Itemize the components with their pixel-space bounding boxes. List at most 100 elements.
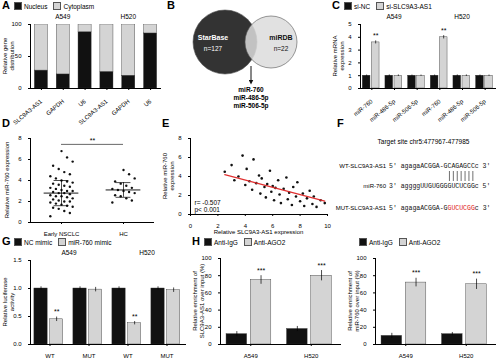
svg-text:3: 3 [348,47,352,53]
svg-text:WT: WT [45,353,55,358]
svg-text:Target site chr5:477967-477985: Target site chr5:477967-477985 [378,138,470,146]
svg-text:6: 6 [271,223,275,229]
svg-text:H520: H520 [304,353,319,358]
svg-text:Relative luciferaseactivity: Relative luciferaseactivity [2,277,15,327]
svg-text:Early NSCLC: Early NSCLC [44,231,80,237]
html-text:Cytoplasm: Cytoplasm [63,2,95,10]
svg-text:***: *** [317,262,325,269]
svg-text:miR-486-5p: miR-486-5p [233,94,268,102]
svg-text:80: 80 [205,273,212,279]
svg-text:6: 6 [18,156,22,162]
svg-text:StarBase: StarBase [198,34,228,41]
svg-text:miR-506-5p: miR-506-5p [233,102,268,110]
svg-text:Relative mRNAexpression: Relative mRNAexpression [332,35,345,76]
svg-text:WT: WT [123,353,133,358]
svg-text:***: *** [257,267,265,274]
svg-text:4: 4 [178,173,182,179]
svg-text:miRDB: miRDB [269,34,292,41]
svg-text:MUT-SLC9A3-AS1: MUT-SLC9A3-AS1 [336,205,387,211]
svg-text:40: 40 [360,307,367,313]
svg-text:2: 2 [216,223,220,229]
html-text:B: B [167,0,175,11]
svg-text:H520: H520 [459,353,474,358]
svg-text:0: 0 [363,341,367,347]
svg-text:miR-760: miR-760 [238,86,264,93]
svg-text:4: 4 [18,177,22,183]
svg-text:n=127: n=127 [204,45,223,52]
svg-text:50: 50 [15,53,22,59]
svg-text:U6: U6 [77,98,87,108]
svg-text:8: 8 [178,135,182,141]
svg-text:2: 2 [348,60,352,66]
svg-text:r= -0.507p< 0.001: r= -0.507p< 0.001 [195,199,222,214]
svg-text:**: ** [54,308,60,315]
svg-text:8: 8 [298,223,302,229]
svg-text:miR-760: miR-760 [352,98,374,118]
svg-text:100: 100 [201,255,212,261]
svg-text:20: 20 [360,324,367,330]
svg-text:**: ** [90,137,96,144]
svg-text:60: 60 [205,290,212,296]
svg-text:***: *** [472,270,480,277]
svg-text:miR-486-5p: miR-486-5p [368,98,397,123]
svg-text:GAPDH: GAPDH [45,98,65,116]
svg-text:Relative miR-760 expression: Relative miR-760 expression [4,142,10,219]
svg-text:**: ** [373,32,379,39]
svg-text:5' agagaACGGA-GCAGAGCCc 3': 5' agagaACGGA-GCAGAGCCc 3' [389,163,490,170]
svg-text:MUT: MUT [161,353,174,358]
svg-text:**: ** [132,313,138,320]
svg-text:80: 80 [360,273,367,279]
svg-text:6: 6 [178,154,182,160]
svg-text:20: 20 [205,324,212,330]
svg-text:100: 100 [356,255,367,261]
html-text:G: G [2,235,11,247]
svg-text:GAPDH: GAPDH [110,98,130,116]
svg-text:0: 0 [18,85,22,91]
svg-text:HC: HC [119,231,128,237]
svg-text:8: 8 [18,135,22,141]
svg-text:2: 2 [18,198,22,204]
svg-text:miR-760: miR-760 [363,183,386,189]
svg-text:4: 4 [348,34,352,40]
svg-text:Relative SLC9A3-AS1 expression: Relative SLC9A3-AS1 expression [214,229,304,235]
svg-text:0: 0 [189,223,193,229]
svg-text:0.0: 0.0 [13,341,22,347]
svg-text:Relative miR-760expression: Relative miR-760expression [162,152,175,199]
svg-text:2: 2 [178,192,182,198]
svg-text:0: 0 [178,211,182,217]
svg-text:5' agagaACGGA-GGUCUCGGc 3': 5' agagaACGGA-GGUCUCGGc 3' [389,205,490,212]
svg-text:100: 100 [11,21,22,27]
svg-text:SLC9A3-AS1: SLC9A3-AS1 [78,98,110,126]
svg-text:A549: A549 [244,353,259,358]
svg-text:3' aggggUUGUGGGGUCUCGGc 5': 3' aggggUUGUGGGGUCUCGGc 5' [389,183,490,190]
svg-text:n=22: n=22 [274,45,289,52]
svg-text:0: 0 [18,219,22,225]
html-text:Nucleus: Nucleus [24,2,48,10]
svg-text:MUT: MUT [83,353,96,358]
svg-text:SLC9A3-AS1: SLC9A3-AS1 [12,98,44,126]
svg-text:4: 4 [244,223,248,229]
svg-text:miR-506-5p: miR-506-5p [391,98,419,123]
svg-text:Relative genedistribution: Relative genedistribution [2,37,15,74]
svg-text:5: 5 [348,21,352,27]
svg-text:U6: U6 [143,98,153,108]
svg-text:A549: A549 [399,353,414,358]
svg-text:1.0: 1.0 [13,285,22,291]
svg-text:40: 40 [205,307,212,313]
svg-text:miR-506-5p: miR-506-5p [459,98,487,123]
svg-text:0.5: 0.5 [13,313,22,319]
svg-text:***: *** [412,269,420,276]
svg-text:Relative enrichment ofmiR-760: Relative enrichment ofmiR-760 over input… [347,270,360,332]
svg-text:1.5: 1.5 [13,257,22,263]
svg-text:60: 60 [360,290,367,296]
svg-text:miR-486-5p: miR-486-5p [436,98,465,123]
html-text:A: A [2,0,10,11]
svg-text:0: 0 [348,85,352,91]
svg-text:1: 1 [348,73,352,79]
svg-text:**: ** [441,27,447,34]
svg-text:10: 10 [324,223,331,229]
svg-text:0: 0 [208,341,212,347]
svg-text:WT-SLC9A3-AS1: WT-SLC9A3-AS1 [339,163,386,169]
svg-text:Relative enrichment ofSLC9A3-A: Relative enrichment ofSLC9A3-AS1 over in… [192,264,205,339]
svg-text:miR-760: miR-760 [420,98,442,118]
